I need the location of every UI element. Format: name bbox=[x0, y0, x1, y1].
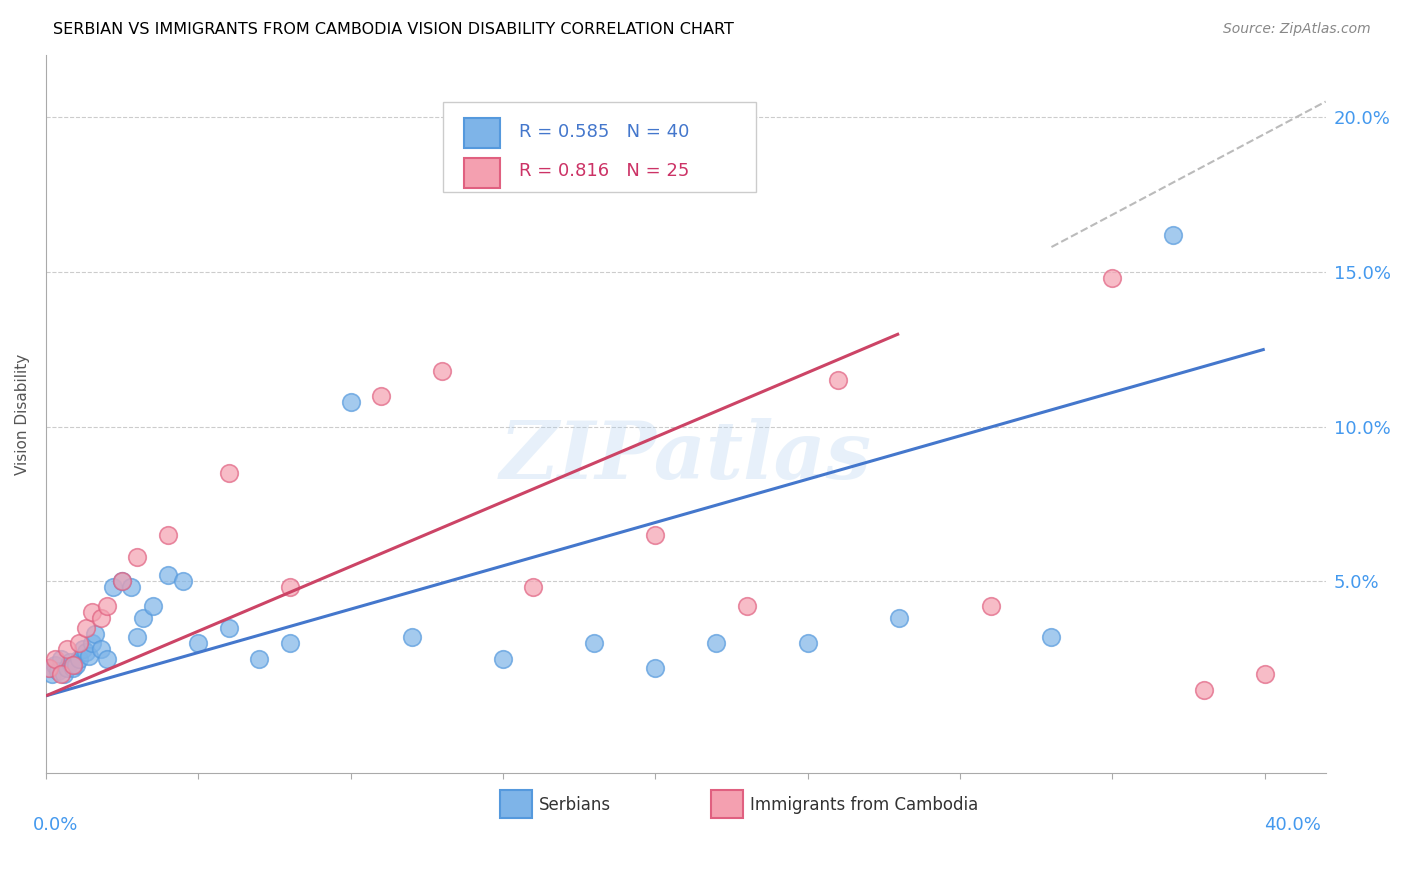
Point bbox=[339, 394, 361, 409]
Y-axis label: Vision Disability: Vision Disability bbox=[15, 353, 30, 475]
Point bbox=[75, 645, 97, 659]
Point bbox=[80, 605, 103, 619]
Text: SERBIAN VS IMMIGRANTS FROM CAMBODIA VISION DISABILITY CORRELATION CHART: SERBIAN VS IMMIGRANTS FROM CAMBODIA VISI… bbox=[53, 22, 734, 37]
Point bbox=[1040, 630, 1063, 644]
Text: Source: ZipAtlas.com: Source: ZipAtlas.com bbox=[1223, 22, 1371, 37]
Point bbox=[44, 657, 66, 672]
Point bbox=[120, 581, 142, 595]
Point bbox=[704, 636, 727, 650]
Point bbox=[38, 661, 60, 675]
Point bbox=[142, 599, 165, 613]
Point bbox=[75, 621, 97, 635]
Point bbox=[644, 661, 666, 675]
Point bbox=[69, 651, 91, 665]
Point bbox=[1101, 271, 1123, 285]
Point bbox=[156, 528, 179, 542]
Point bbox=[41, 667, 63, 681]
Point bbox=[51, 667, 73, 681]
Point bbox=[430, 364, 453, 378]
Text: R = 0.816   N = 25: R = 0.816 N = 25 bbox=[519, 162, 690, 180]
Point bbox=[101, 581, 124, 595]
Point bbox=[69, 636, 91, 650]
Point bbox=[46, 664, 69, 678]
Text: R = 0.585   N = 40: R = 0.585 N = 40 bbox=[519, 123, 690, 141]
Point bbox=[90, 642, 112, 657]
Point bbox=[72, 642, 94, 657]
Point bbox=[56, 642, 79, 657]
Text: 0.0%: 0.0% bbox=[34, 816, 79, 834]
Point bbox=[644, 528, 666, 542]
FancyBboxPatch shape bbox=[443, 102, 756, 192]
Point bbox=[111, 574, 134, 589]
Text: ZIPatlas: ZIPatlas bbox=[499, 418, 872, 496]
Point bbox=[111, 574, 134, 589]
Point bbox=[127, 630, 149, 644]
Point bbox=[1163, 227, 1185, 242]
FancyBboxPatch shape bbox=[464, 158, 501, 188]
Point bbox=[51, 651, 73, 665]
Point bbox=[278, 636, 301, 650]
Point bbox=[96, 651, 118, 665]
Point bbox=[522, 581, 544, 595]
Point bbox=[77, 648, 100, 663]
Point bbox=[96, 599, 118, 613]
Point bbox=[56, 661, 79, 675]
Point bbox=[218, 621, 240, 635]
Point bbox=[156, 568, 179, 582]
Point bbox=[887, 611, 910, 625]
FancyBboxPatch shape bbox=[501, 790, 533, 818]
Point bbox=[1192, 682, 1215, 697]
Point bbox=[90, 611, 112, 625]
Point bbox=[62, 661, 84, 675]
FancyBboxPatch shape bbox=[711, 790, 744, 818]
Point bbox=[735, 599, 758, 613]
Point bbox=[796, 636, 818, 650]
Point bbox=[979, 599, 1001, 613]
Text: 40.0%: 40.0% bbox=[1264, 816, 1322, 834]
Text: Immigrants from Cambodia: Immigrants from Cambodia bbox=[749, 797, 979, 814]
Point bbox=[492, 651, 515, 665]
Point bbox=[83, 627, 105, 641]
Point bbox=[53, 667, 76, 681]
Point bbox=[38, 661, 60, 675]
Point bbox=[132, 611, 155, 625]
Point bbox=[127, 549, 149, 564]
Point bbox=[218, 466, 240, 480]
Point bbox=[65, 657, 87, 672]
Point bbox=[187, 636, 209, 650]
Point bbox=[401, 630, 423, 644]
Point bbox=[59, 655, 82, 669]
Point bbox=[172, 574, 194, 589]
Point bbox=[80, 636, 103, 650]
Point bbox=[278, 581, 301, 595]
Point bbox=[370, 388, 392, 402]
Text: Serbians: Serbians bbox=[538, 797, 610, 814]
Point bbox=[247, 651, 270, 665]
Point bbox=[62, 657, 84, 672]
Point bbox=[583, 636, 606, 650]
FancyBboxPatch shape bbox=[464, 119, 501, 148]
Point bbox=[44, 651, 66, 665]
Point bbox=[827, 373, 849, 387]
Point bbox=[1254, 667, 1277, 681]
